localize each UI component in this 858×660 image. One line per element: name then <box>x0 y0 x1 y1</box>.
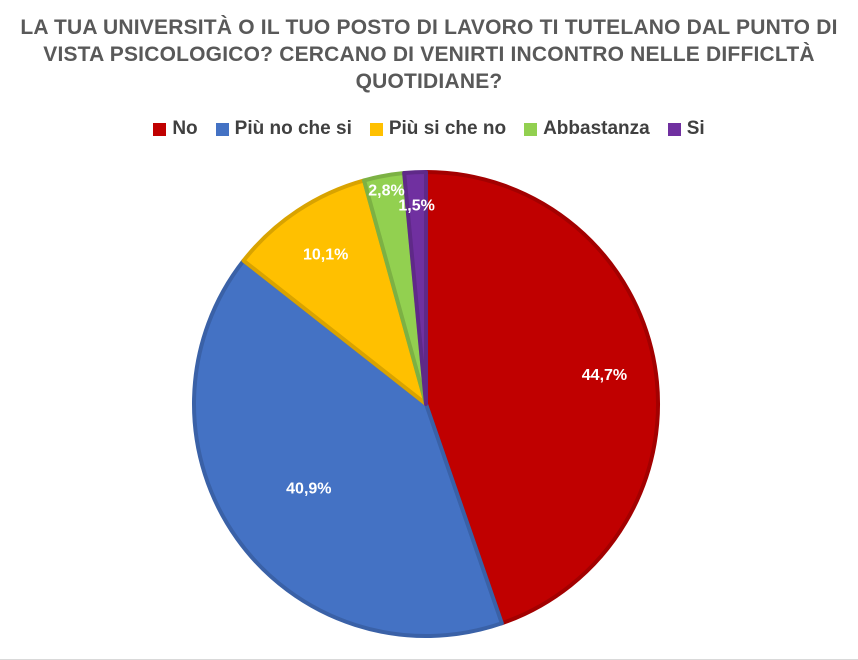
data-label-piu-si-che-no: 10,1% <box>303 246 348 263</box>
data-label-si: 1,5% <box>398 198 434 215</box>
data-label-piu-no-che-si: 40,9% <box>286 480 331 497</box>
data-label-no: 44,7% <box>582 367 627 384</box>
